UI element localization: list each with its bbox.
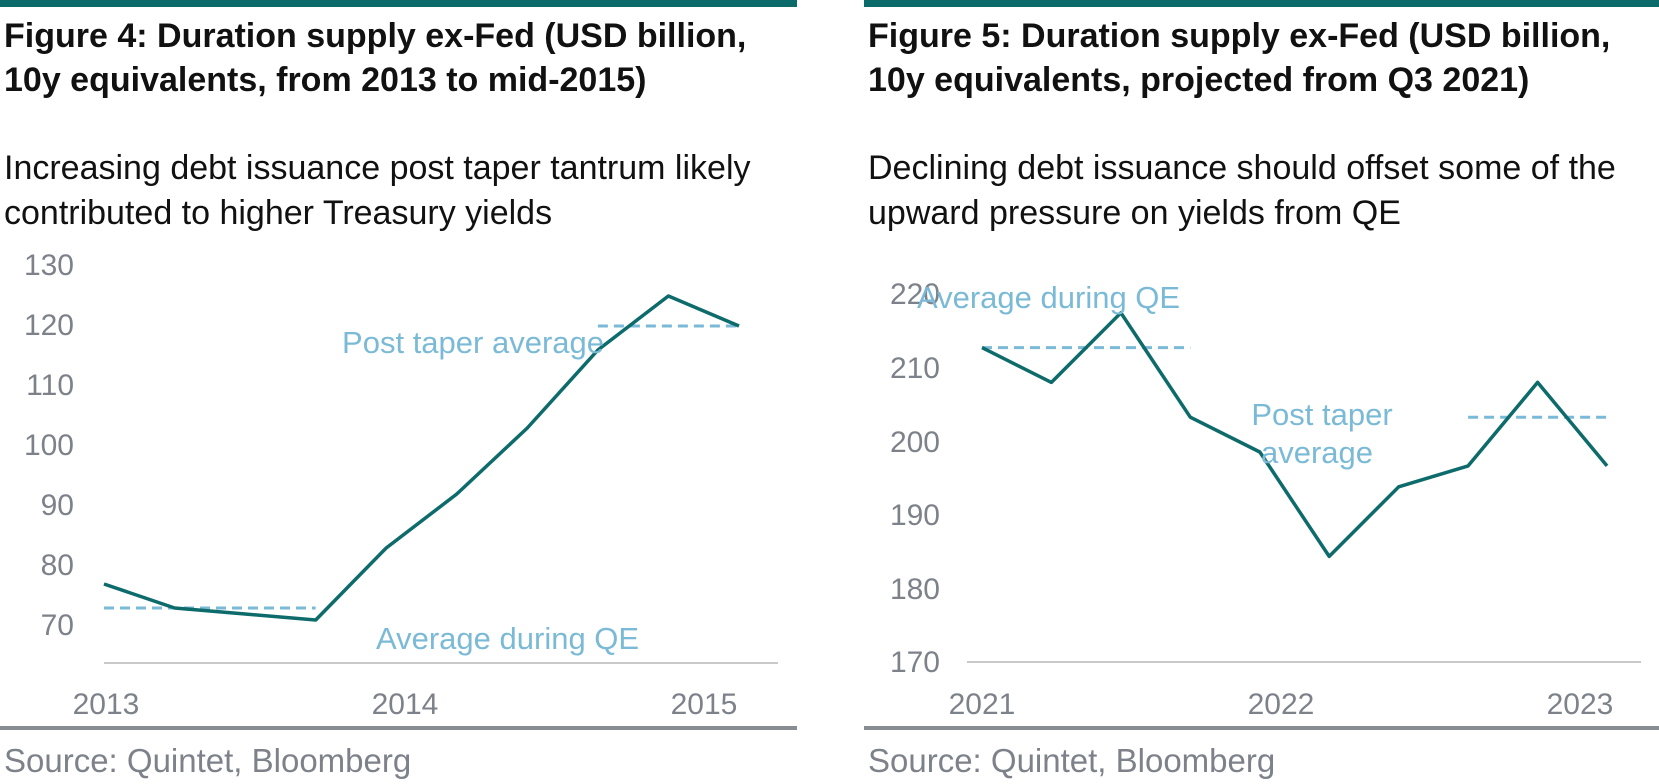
figure-4-bottom-rule (0, 726, 797, 730)
y-tick-label: 120 (24, 309, 74, 342)
figure-4-y-axis-ticks: 70 80 90 100 110 120 130 (24, 249, 74, 642)
figure-5-source: Source: Quintet, Bloomberg (868, 742, 1276, 779)
y-tick-label: 190 (890, 499, 940, 532)
figure-5-plot-marks (981, 311, 1609, 559)
x-tick-label: 2023 (1547, 688, 1614, 721)
y-tick-label: 70 (41, 609, 74, 642)
x-tick-label: 2013 (73, 688, 140, 721)
series-line (981, 311, 1609, 559)
figure-5-bottom-rule (864, 726, 1659, 730)
y-tick-label: 110 (26, 369, 74, 402)
figure-4-x-axis-ticks: 2013 2014 2015 (73, 688, 738, 721)
figure-4-plot-marks (103, 294, 740, 622)
figure-5-x-axis-ticks: 2021 2022 2023 (949, 688, 1614, 721)
average-during-qe-label: Average during QE (376, 621, 639, 656)
figure-5-chart: 170 180 190 200 210 220 2021 2022 2023 A… (890, 278, 1641, 721)
x-tick-label: 2015 (671, 688, 738, 721)
average-during-qe-label: Average during QE (917, 280, 1180, 315)
figure-4-subtitle: Increasing debt issuance post taper tant… (4, 149, 751, 232)
figure-5-top-rule (864, 0, 1659, 7)
y-tick-label: 200 (890, 426, 940, 459)
y-tick-label: 180 (890, 573, 940, 606)
figure-4-top-rule (0, 0, 797, 7)
y-tick-label: 100 (24, 429, 74, 462)
y-tick-label: 90 (41, 489, 74, 522)
figure-4-source: Source: Quintet, Bloomberg (4, 742, 412, 779)
y-tick-label: 130 (24, 249, 74, 282)
figure-5-title: Figure 5: Duration supply ex-Fed (USD bi… (868, 17, 1611, 99)
figure-5-y-axis-ticks: 170 180 190 200 210 220 (890, 278, 940, 679)
post-taper-average-label: Post taper average (342, 325, 604, 360)
figure-4-title: Figure 4: Duration supply ex-Fed (USD bi… (4, 17, 747, 99)
figure-5-panel: Figure 5: Duration supply ex-Fed (USD bi… (864, 0, 1659, 784)
y-tick-label: 80 (41, 549, 74, 582)
y-tick-label: 210 (890, 352, 940, 385)
x-tick-label: 2014 (372, 688, 439, 721)
figure-5-subtitle: Declining debt issuance should offset so… (868, 149, 1616, 232)
x-tick-label: 2021 (949, 688, 1016, 721)
figure-4-chart: 70 80 90 100 110 120 130 2013 2014 2015 … (24, 249, 778, 721)
y-tick-label: 170 (890, 646, 940, 679)
post-taper-average-label-line2: average (1261, 435, 1373, 470)
figure-4-panel: Figure 4: Duration supply ex-Fed (USD bi… (0, 0, 797, 784)
series-line (103, 294, 740, 622)
y-tick-label: 220 (890, 278, 940, 311)
post-taper-average-label-line1: Post taper (1251, 397, 1392, 432)
x-tick-label: 2022 (1248, 688, 1315, 721)
